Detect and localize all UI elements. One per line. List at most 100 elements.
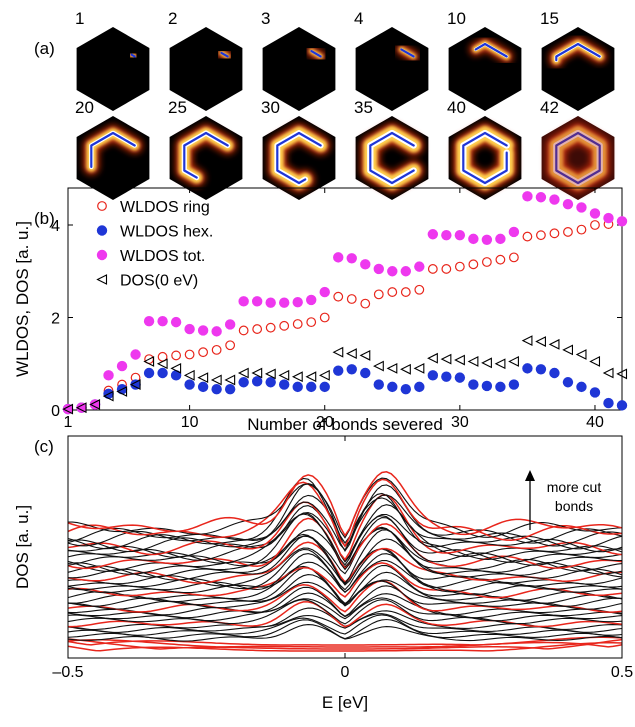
hex-panel-label: 1	[75, 9, 84, 28]
data-point	[225, 340, 236, 351]
data-point	[170, 370, 182, 381]
hex-panel-label: 35	[354, 98, 373, 117]
data-point	[89, 399, 101, 410]
data-point	[562, 344, 574, 356]
data-point	[143, 367, 155, 379]
hex-panel	[355, 116, 429, 200]
severed-bonds	[462, 131, 508, 185]
data-point	[75, 402, 87, 414]
dos-curve	[67, 614, 623, 636]
data-point	[224, 319, 236, 330]
data-point	[265, 322, 276, 333]
x-tick-label: –0.5	[52, 664, 83, 681]
y-tick-label: 0	[51, 403, 60, 420]
legend-label: DOS(0 eV)	[120, 273, 198, 290]
legend-label: WLDOS ring	[120, 199, 210, 216]
dos-curve	[67, 564, 623, 605]
data-point	[494, 358, 506, 370]
severed-bonds	[400, 48, 415, 58]
legend-marker	[96, 225, 108, 236]
data-point	[576, 202, 587, 213]
dos-curve	[67, 512, 622, 571]
dos-curve	[67, 535, 623, 586]
dos-curve	[67, 529, 623, 584]
data-point	[116, 360, 128, 372]
data-point	[562, 377, 574, 388]
data-point	[305, 371, 317, 383]
data-point	[129, 379, 141, 390]
data-point	[535, 192, 547, 203]
data-point	[170, 316, 182, 328]
hex-panel	[262, 27, 336, 111]
data-point	[427, 229, 439, 240]
severed-bonds	[90, 131, 136, 168]
data-point	[589, 208, 601, 219]
data-point	[292, 381, 303, 393]
series-wldos-hex-	[62, 363, 628, 415]
scatter-axes-frame	[67, 187, 623, 411]
hex-panel-label: 4	[354, 9, 363, 28]
hex-panel	[262, 116, 336, 200]
data-point	[346, 364, 357, 375]
dos-curve	[68, 601, 623, 628]
data-point	[319, 286, 330, 298]
dos-curve	[67, 636, 623, 646]
data-point	[346, 294, 357, 304]
data-point	[76, 402, 87, 413]
dos-curve	[67, 580, 623, 610]
data-point	[400, 287, 411, 297]
data-point	[386, 362, 398, 374]
series-dos-0-ev-	[62, 335, 628, 415]
dos-curve	[67, 513, 623, 566]
bond-scatter-chart: 1 10 20 30 40 0 2 4 WLDOS ring WLDOS hex. WLDOS t…	[13, 187, 628, 434]
data-point	[427, 352, 438, 364]
data-point	[522, 191, 533, 202]
hex-panel	[448, 27, 522, 111]
data-point	[103, 370, 114, 381]
hex-panel-label: 3	[261, 9, 270, 28]
scatter-x-label: Number of bonds severed	[247, 415, 443, 434]
data-point	[400, 363, 411, 375]
dos-x-label: E [eV]	[322, 693, 368, 712]
dos-curve	[67, 585, 623, 617]
data-point	[413, 362, 425, 374]
hex-background	[355, 27, 429, 111]
data-point	[116, 386, 128, 397]
data-point	[238, 296, 249, 307]
data-point	[251, 367, 263, 379]
data-point	[481, 234, 493, 245]
annotation-bg	[535, 474, 615, 520]
data-point	[387, 266, 398, 277]
annotation-line-2: bonds	[555, 498, 593, 514]
data-point	[576, 381, 587, 393]
severed-bonds	[555, 131, 601, 185]
data-point	[130, 379, 141, 390]
dos-curve	[67, 618, 623, 640]
data-point	[562, 198, 574, 210]
data-point	[387, 381, 398, 393]
data-point	[509, 252, 519, 263]
hex-panel-label: 20	[75, 98, 94, 117]
hex-panel	[169, 116, 243, 200]
data-point	[156, 358, 168, 370]
data-point	[414, 381, 425, 393]
dos-curve	[67, 517, 623, 570]
legend-marker	[96, 249, 108, 261]
data-point	[319, 369, 330, 381]
data-point	[184, 349, 195, 360]
data-point	[495, 381, 506, 393]
data-point	[427, 264, 438, 274]
data-point	[197, 325, 209, 336]
data-point	[251, 296, 263, 307]
hex-edge-tint	[541, 116, 615, 200]
panel-label-a: (a)	[34, 39, 55, 58]
data-point	[210, 374, 222, 386]
severed-bonds	[130, 53, 136, 58]
data-point	[332, 346, 344, 358]
data-point	[360, 367, 371, 379]
data-point	[576, 224, 587, 235]
data-point	[306, 317, 317, 328]
data-point	[89, 399, 101, 410]
data-point	[563, 227, 573, 237]
data-point	[616, 216, 628, 227]
